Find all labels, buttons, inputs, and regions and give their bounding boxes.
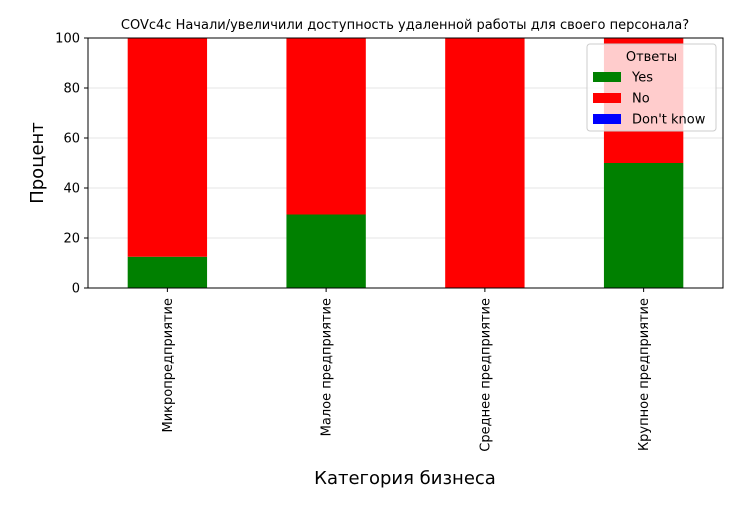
y-tick-label: 60	[63, 132, 80, 147]
x-tick-label: Крупное предприятие	[637, 298, 652, 451]
legend-swatch	[593, 93, 621, 103]
y-tick-label: 0	[72, 282, 80, 297]
x-tick-label: Микропредприятие	[161, 298, 176, 433]
x-tick-label: Малое предприятие	[320, 298, 335, 436]
y-tick-label: 40	[63, 182, 80, 197]
plot-frame	[87, 37, 724, 289]
legend-swatch	[593, 114, 621, 124]
bar-segment	[127, 256, 208, 288]
y-tick-label: 100	[55, 32, 80, 47]
x-tick-label: Среднее предприятие	[478, 298, 493, 452]
bar-segment	[127, 38, 208, 257]
legend-label: Yes	[631, 71, 653, 86]
bar-segment	[286, 38, 366, 215]
x-axis: Микропредприятие Малое предприятие Среднее…	[161, 288, 652, 452]
chart-title: COVc4c Начали/увеличили доступность удал…	[121, 18, 689, 33]
legend-label: Don't know	[632, 113, 706, 128]
x-axis-label: Категория бизнеса	[314, 468, 496, 489]
y-tick-label: 80	[63, 82, 80, 97]
legend-label: No	[632, 92, 650, 107]
y-axis-label: Процент	[27, 122, 48, 204]
bar-segment	[445, 38, 525, 288]
legend: Ответы Yes No Don't know	[586, 43, 717, 132]
y-tick-label: 20	[63, 232, 80, 247]
legend-swatch	[593, 72, 621, 82]
bar-segment	[286, 214, 366, 288]
y-axis: 0 20 40 60 80 100	[55, 32, 88, 297]
bar-segment	[603, 163, 684, 288]
legend-box	[586, 43, 717, 132]
legend-title: Ответы	[626, 50, 677, 65]
